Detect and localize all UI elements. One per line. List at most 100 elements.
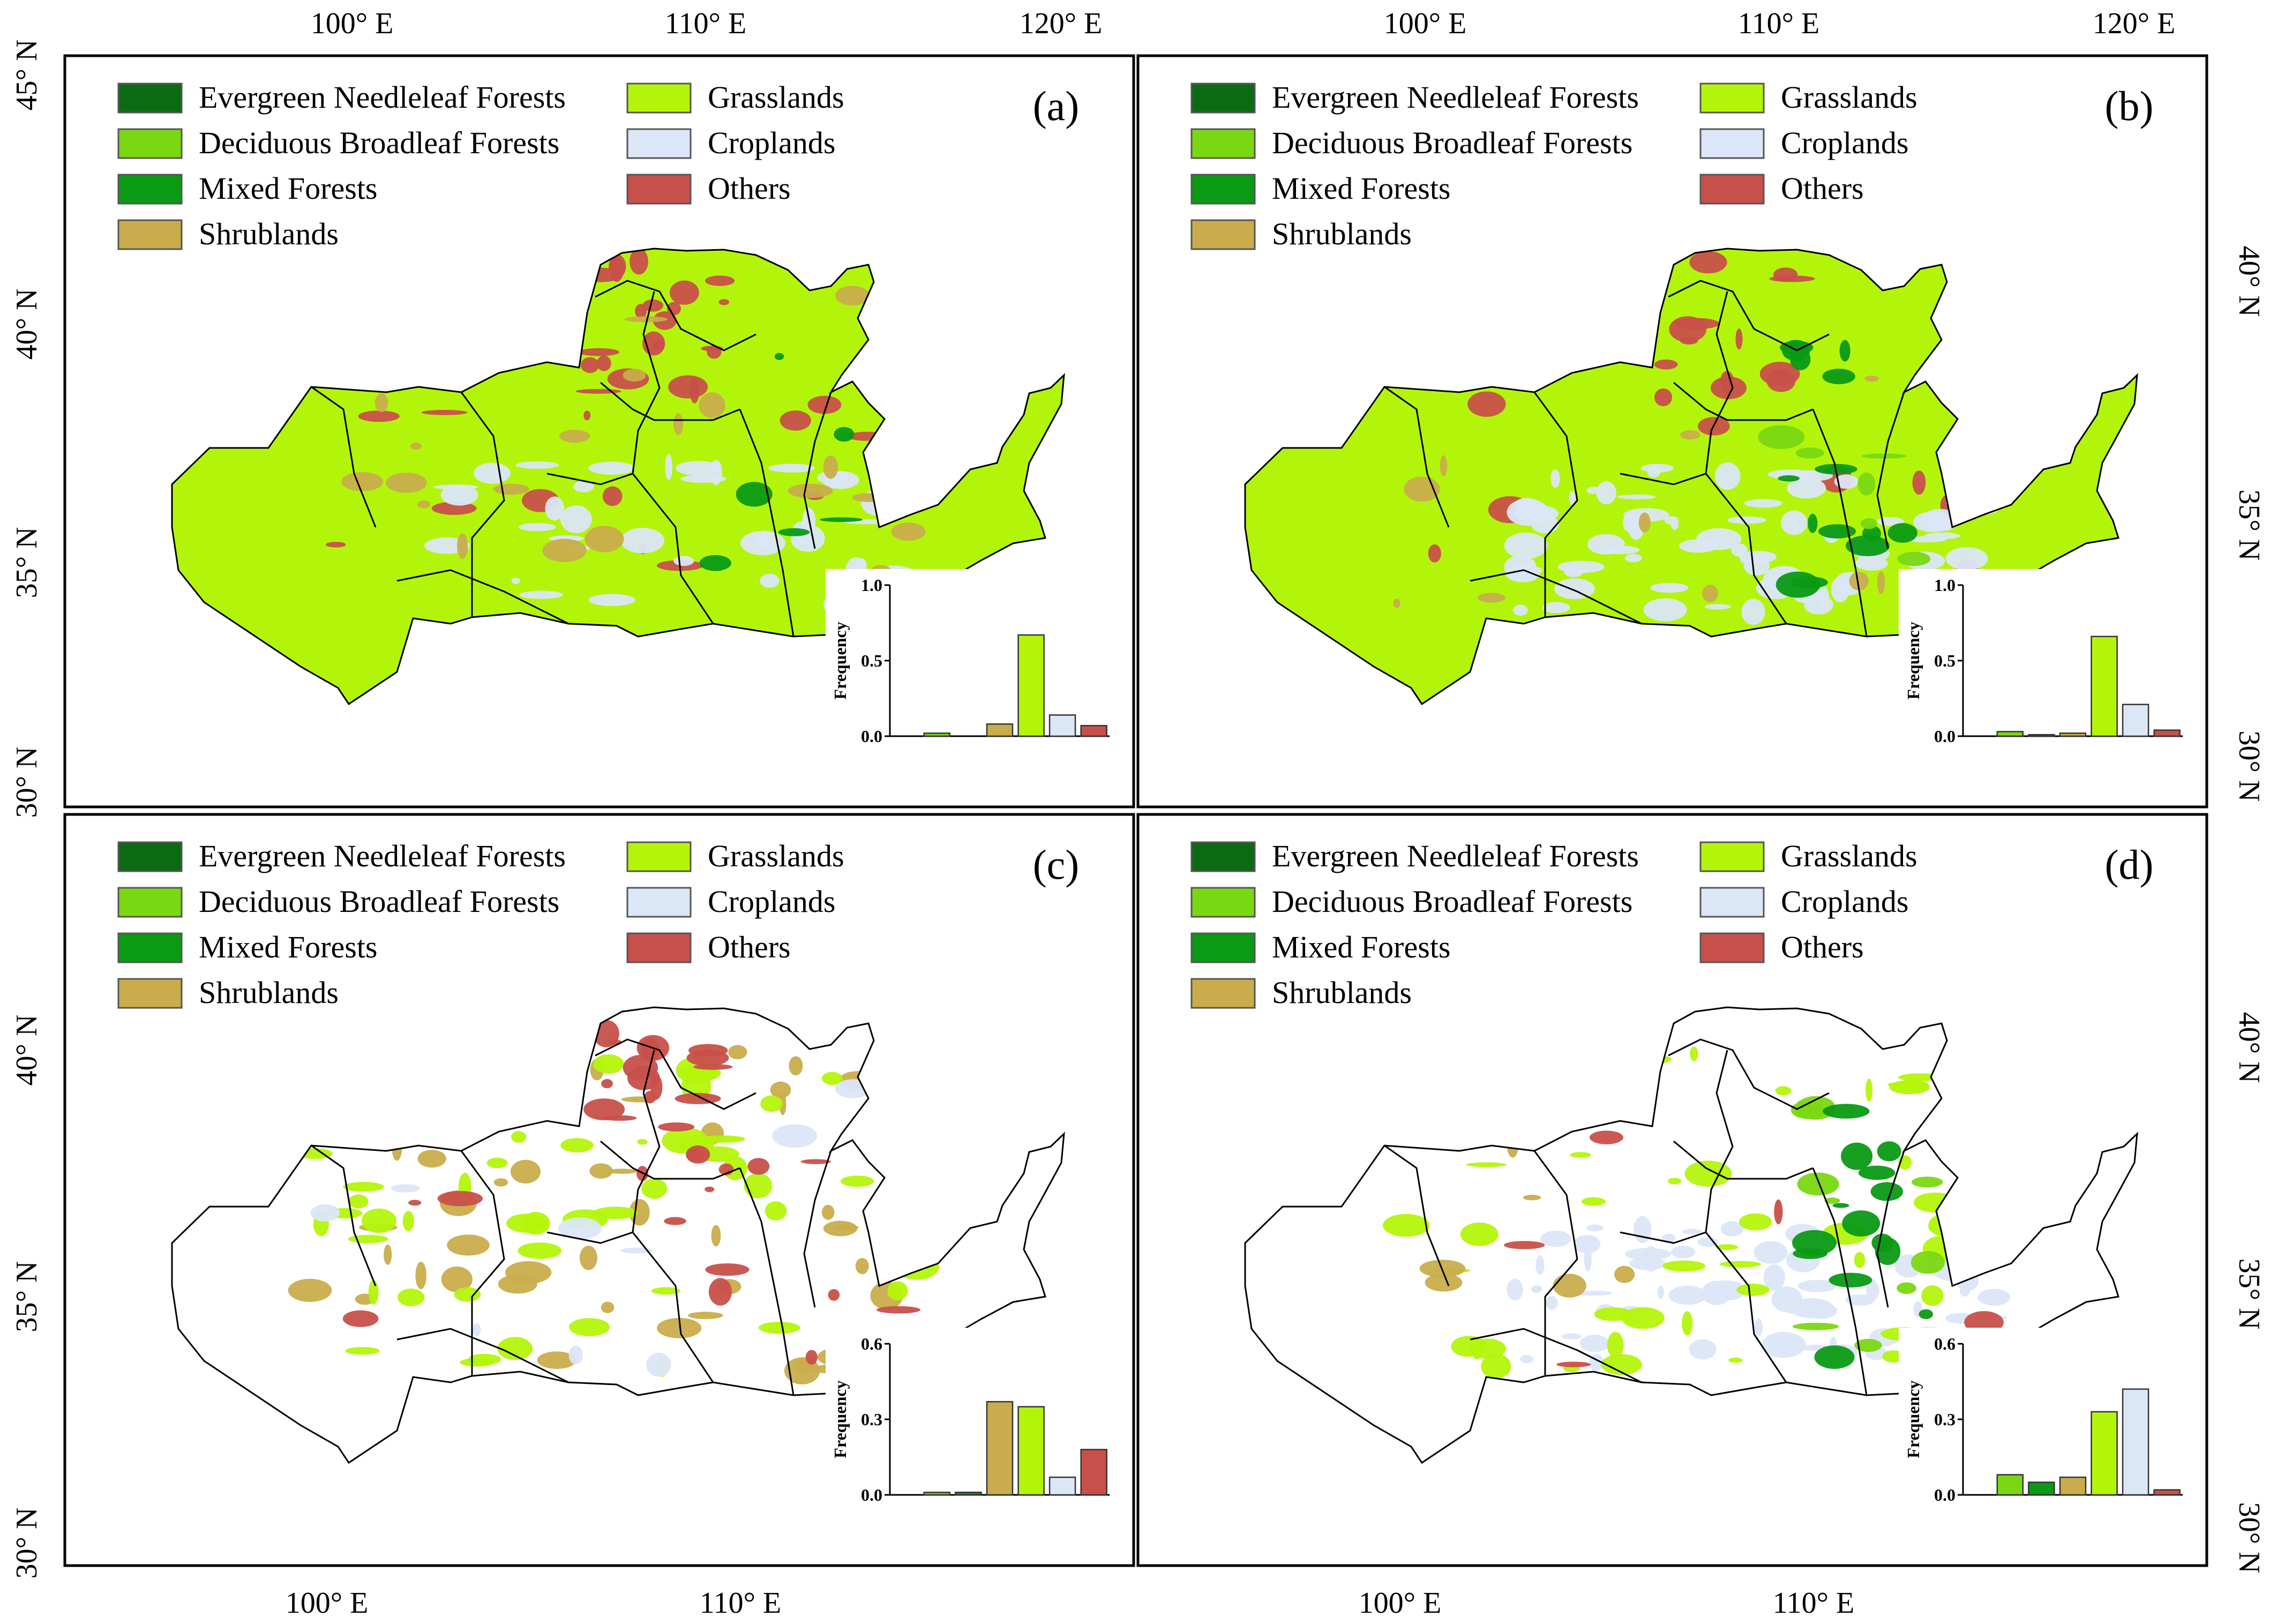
legend-label: Mixed Forests: [199, 171, 378, 206]
legend-label: Croplands: [1781, 884, 1908, 919]
legend-label: Mixed Forests: [199, 930, 378, 964]
y-tick-label: 0.5: [1934, 651, 1956, 670]
right-latitude-label: 40° N: [2232, 1012, 2266, 1083]
sub-basin-line: [1876, 392, 1905, 549]
y-axis-label: Frequency: [830, 1380, 850, 1458]
left-latitude-label: 35° N: [10, 1261, 43, 1333]
map-panel-c: Evergreen Needleleaf Forests Deciduous Br…: [63, 813, 1135, 1567]
sub-basin-line: [460, 392, 505, 617]
legend-label: Others: [1781, 930, 1864, 964]
legend-label: Others: [708, 930, 791, 964]
sub-basin-line: [739, 409, 795, 637]
y-tick-label: 0.3: [1934, 1410, 1956, 1429]
inset-bar-chart: 0.0 0.3 0.6 Frequency: [1899, 1328, 2193, 1511]
legend-swatch: [117, 128, 183, 159]
sub-basin-line: [1384, 386, 1450, 528]
left-latitude-label: 40° N: [10, 289, 43, 360]
sub-basin-line: [1705, 1050, 1787, 1383]
top-longitude-label: 120° E: [2093, 7, 2176, 40]
axis-labels: 100° E 100° E 110° E 110° E 120° E 120° E 100°…: [10, 7, 2266, 1620]
y-tick-label: 0.0: [861, 1485, 882, 1505]
legend-label: Mixed Forests: [1272, 171, 1451, 206]
legend-swatch: [117, 174, 183, 205]
y-tick-label: 1.0: [1934, 575, 1956, 595]
sub-basin-line: [1812, 1168, 1868, 1396]
legend-swatch: [1190, 978, 1256, 1009]
legend-label: Shrublands: [1272, 216, 1412, 251]
legend-swatch: [1699, 83, 1765, 114]
bar-croplands: [1048, 714, 1076, 737]
bar-others: [1080, 725, 1107, 737]
legend-swatch: [626, 83, 692, 114]
legend-label: Deciduous Broadleaf Forests: [199, 125, 559, 160]
top-longitude-label: 120° E: [1020, 7, 1103, 40]
legend-swatch: [117, 932, 183, 963]
legend-swatch: [1190, 128, 1256, 159]
y-tick-label: 1.0: [861, 575, 882, 595]
bar-shrublands: [2059, 732, 2087, 737]
bar-deciduous-broadleaf-forests: [1996, 1474, 2024, 1496]
bar-deciduous-broadleaf-forests: [923, 1492, 951, 1496]
bar-others: [1080, 1449, 1107, 1496]
left-latitude-label: 30° N: [10, 747, 43, 818]
sub-basin-boundaries: [311, 280, 832, 637]
sub-basin-line: [600, 381, 740, 421]
y-tick-label: 0.0: [861, 727, 882, 746]
sub-basin-line: [632, 1050, 714, 1383]
sub-basin-line: [1620, 473, 1706, 485]
legend-swatch: [117, 978, 183, 1009]
bar-croplands: [2122, 704, 2149, 737]
y-tick-label: 0.3: [861, 1410, 882, 1429]
sub-basin-boundaries: [311, 1038, 832, 1396]
sub-basin-line: [396, 1328, 569, 1383]
sub-basin-line: [311, 386, 377, 528]
sub-basin-line: [1812, 409, 1868, 637]
bar-deciduous-broadleaf-forests: [1996, 731, 2024, 737]
legend-swatch: [117, 841, 183, 872]
bar-grasslands: [1017, 634, 1045, 737]
panel-label: (b): [2105, 83, 2154, 129]
sub-basin-line: [1705, 291, 1787, 624]
map-panel-d: Evergreen Needleleaf Forests Deciduous Br…: [1136, 813, 2208, 1567]
bottom-longitude-label: 110° E: [1773, 1586, 1855, 1620]
legend-swatch: [1190, 932, 1256, 963]
map-panel-b: Evergreen Needleleaf Forests Deciduous Br…: [1136, 54, 2208, 809]
bar-croplands: [2122, 1388, 2149, 1496]
top-longitude-label: 110° E: [1738, 7, 1820, 40]
legend-label: Grasslands: [1781, 80, 1917, 115]
legend-swatch: [1699, 841, 1765, 872]
sub-basin-line: [739, 1168, 795, 1396]
top-longitude-label: 100° E: [1384, 7, 1467, 40]
top-longitude-label: 100° E: [311, 7, 394, 40]
left-latitude-label: 40° N: [10, 1015, 43, 1086]
inset-bar-chart: 0.0 0.3 0.6 Frequency: [826, 1328, 1120, 1511]
legend-swatch: [117, 83, 183, 114]
legend-label: Deciduous Broadleaf Forests: [1272, 884, 1632, 919]
right-latitude-label: 30° N: [2232, 731, 2266, 802]
legend-label: Evergreen Needleleaf Forests: [1272, 839, 1639, 873]
sub-basin-line: [311, 1144, 377, 1286]
sub-basin-line: [1470, 569, 1642, 625]
bar-grasslands: [2091, 635, 2118, 737]
legend: Evergreen Needleleaf Forests Deciduous Br…: [1190, 839, 1917, 1010]
y-axis-label: Frequency: [830, 622, 850, 699]
y-axis-label: Frequency: [1904, 622, 1923, 699]
legend-swatch: [1190, 841, 1256, 872]
legend: Evergreen Needleleaf Forests Deciduous Br…: [1190, 80, 1917, 251]
legend-label: Shrublands: [199, 216, 339, 251]
y-tick-label: 0.0: [1934, 727, 1956, 746]
bottom-longitude-label: 100° E: [286, 1586, 369, 1620]
legend-swatch: [1190, 174, 1256, 205]
sub-basin-line: [1533, 1150, 1578, 1376]
legend-label: Grasslands: [708, 80, 844, 115]
bar-shrublands: [2059, 1476, 2087, 1496]
bar-others: [2153, 1489, 2181, 1496]
bar-others: [2153, 729, 2181, 737]
legend-swatch: [1699, 887, 1765, 918]
panel-label: (d): [2105, 841, 2154, 888]
legend-swatch: [117, 887, 183, 918]
sub-basin-line: [1620, 1231, 1706, 1244]
legend-label: Mixed Forests: [1272, 930, 1451, 964]
legend-swatch: [1699, 174, 1765, 205]
